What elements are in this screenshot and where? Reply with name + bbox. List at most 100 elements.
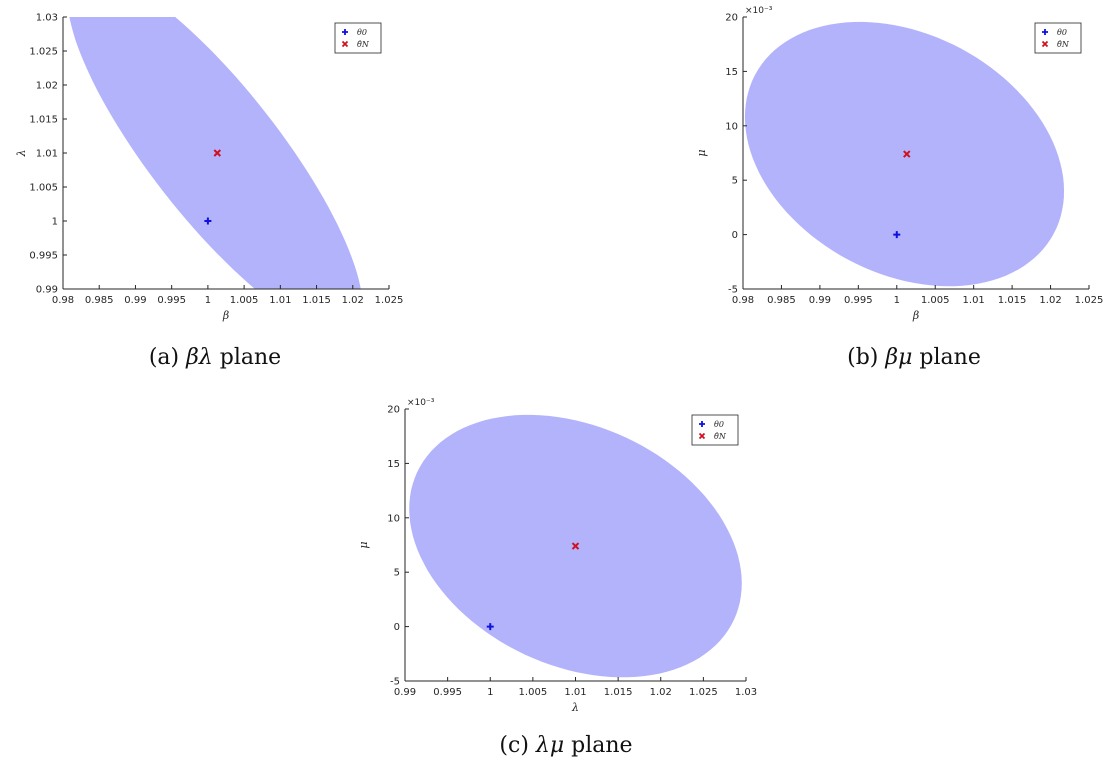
panel-c-x-tick-label: 1.03 bbox=[735, 687, 757, 698]
panel-c-x-axis-label: λ bbox=[571, 701, 579, 714]
panel-a-legend-label: θ0 bbox=[357, 28, 367, 37]
panel-c-caption: (c) λμ plane bbox=[499, 733, 632, 758]
panel-b-caption-label: (b) bbox=[847, 345, 885, 370]
panel-b-x-tick-label: 1.01 bbox=[963, 295, 985, 306]
panel-c-y-tick-label: 20 bbox=[387, 405, 400, 416]
panel-c-y-tick-label: 15 bbox=[387, 459, 400, 470]
panel-b-x-tick-label: 0.99 bbox=[809, 295, 831, 306]
panel-a-y-tick-label: 0.99 bbox=[36, 285, 58, 296]
panel-b-legend-box bbox=[1034, 22, 1082, 54]
panel-a-x-tick-label: 0.99 bbox=[124, 295, 146, 306]
panel-c-x-tick-label: 1.025 bbox=[689, 687, 718, 698]
panel-c-legend-label: θ0 bbox=[714, 420, 724, 429]
panel-a-x-tick-label: 1.02 bbox=[342, 295, 364, 306]
panel-a-x-tick-label: 0.995 bbox=[157, 295, 186, 306]
panel-b-x-tick-label: 1.02 bbox=[1039, 295, 1061, 306]
panel-b-y-tick-label: 0 bbox=[732, 230, 738, 241]
panel-a-x-tick-label: 1.025 bbox=[375, 295, 404, 306]
panel-a-x-tick-label: 1.005 bbox=[230, 295, 259, 306]
panel-a-x-tick-label: 1.015 bbox=[302, 295, 331, 306]
panel-a-caption: (a) βλ plane bbox=[149, 345, 281, 370]
panel-b: 0.98 0.985 0.99 0.995 1 1.005 1.01 1.015 1.02 1.0… bbox=[695, 6, 1103, 370]
panel-a-y-tick-label: 1.015 bbox=[29, 115, 58, 126]
panel-c-legend-marker bbox=[699, 421, 705, 427]
panel-a-legend: θ0 θ̂N bbox=[334, 22, 382, 54]
panel-b-legend-label: θ0 bbox=[1057, 28, 1067, 37]
panel-c-x-tick-label: 1 bbox=[487, 687, 493, 698]
panel-c-y-tick-label: 10 bbox=[387, 513, 400, 524]
panel-a: 0.98 0.985 0.99 0.995 1 1.005 1.01 1.015 1.02 1.0… bbox=[15, 13, 404, 371]
panel-b-x-tick-label: 0.985 bbox=[767, 295, 796, 306]
panel-a-legend-marker bbox=[341, 40, 349, 48]
panel-b-y-tick-label: 5 bbox=[732, 176, 738, 187]
panel-c-x-tick-label: 0.995 bbox=[433, 687, 462, 698]
panel-b-y-tick-label: 15 bbox=[725, 67, 738, 78]
panel-b-marker-thetaN bbox=[903, 150, 911, 158]
panel-a-y-tick-label: 1.02 bbox=[36, 81, 58, 92]
panel-c-legend-box bbox=[691, 414, 739, 446]
panel-b-x-tick-label: 1 bbox=[894, 295, 900, 306]
panel-b-x-tick-label: 1.015 bbox=[998, 295, 1027, 306]
panel-c-x-tick-label: 1.015 bbox=[604, 687, 633, 698]
panel-a-x-axis-label: β bbox=[222, 309, 229, 322]
panel-a-y-tick-label: 1.01 bbox=[36, 149, 58, 160]
panel-a-legend-box bbox=[334, 22, 382, 54]
panel-a-y-tick-label: 1 bbox=[52, 217, 58, 228]
panel-c-x-tick-label: 1.02 bbox=[650, 687, 672, 698]
panel-a-confidence-region bbox=[69, 17, 361, 289]
panel-a-x-tick-label: 1.01 bbox=[269, 295, 291, 306]
panel-c-legend-label: θ̂N bbox=[714, 432, 727, 441]
panel-c-legend: θ0 θ̂N bbox=[691, 414, 739, 446]
panel-c-marker-theta0 bbox=[486, 623, 494, 631]
panel-b-x-tick-label: 1.025 bbox=[1075, 295, 1104, 306]
panel-b-legend-label: θ̂N bbox=[1057, 40, 1070, 49]
panel-b-y-tick-label: 10 bbox=[725, 121, 738, 132]
panel-c-x-tick-label: 1.005 bbox=[519, 687, 548, 698]
panel-a-y-tick-label: 0.995 bbox=[29, 251, 58, 262]
panel-a-marker-thetaN bbox=[213, 149, 222, 157]
panel-b-y-axis-label: μ bbox=[695, 149, 708, 156]
panel-c-y-axis-label: μ bbox=[357, 541, 370, 548]
panel-a-y-tick-label: 1.03 bbox=[36, 13, 58, 24]
panel-a-caption-text: plane bbox=[213, 345, 281, 370]
panel-b-x-tick-label: 0.98 bbox=[732, 295, 754, 306]
panel-b-confidence-region bbox=[744, 21, 1064, 287]
panel-a-x-tick-label: 0.98 bbox=[52, 295, 74, 306]
panel-b-legend-marker bbox=[1042, 29, 1048, 35]
panel-c-caption-math: λμ bbox=[535, 733, 564, 758]
panel-b-y-exponent: ×10⁻³ bbox=[745, 6, 773, 16]
panel-c-caption-text: plane bbox=[564, 733, 632, 758]
panel-b-y-tick-label: -5 bbox=[728, 285, 738, 296]
panel-b-legend: θ0 θ̂N bbox=[1034, 22, 1082, 54]
panel-c-x-tick-label: 0.99 bbox=[394, 687, 416, 698]
panel-a-x-tick-label: 0.985 bbox=[85, 295, 114, 306]
panel-a-y-tick-label: 1.005 bbox=[29, 183, 58, 194]
panel-a-legend-label: θ̂N bbox=[357, 40, 370, 49]
panel-a-caption-label: (a) bbox=[149, 345, 186, 370]
panel-a-x-tick-label: 1 bbox=[205, 295, 211, 306]
panel-c-marker-thetaN bbox=[571, 542, 580, 550]
panel-c-caption-label: (c) bbox=[499, 733, 535, 758]
panel-a-caption-math: βλ bbox=[185, 345, 213, 370]
panel-c-y-tick-label: 5 bbox=[394, 568, 400, 579]
panel-b-caption-math: βμ bbox=[884, 345, 912, 370]
panel-c-y-tick-label: 0 bbox=[394, 622, 400, 633]
panel-b-x-axis-label: β bbox=[912, 309, 919, 322]
panel-b-x-tick-label: 0.995 bbox=[844, 295, 873, 306]
panel-a-legend-marker bbox=[342, 29, 348, 35]
panel-c-x-tick-label: 1.01 bbox=[564, 687, 586, 698]
panel-b-x-tick-label: 1.005 bbox=[921, 295, 950, 306]
panel-b-y-tick-label: 20 bbox=[725, 13, 738, 24]
panel-b-legend-marker bbox=[1041, 40, 1049, 48]
panel-a-y-axis-label: λ bbox=[15, 150, 28, 158]
panel-b-marker-theta0 bbox=[893, 231, 901, 239]
panel-a-y-tick-label: 1.025 bbox=[29, 47, 58, 58]
panel-a-marker-theta0 bbox=[204, 217, 212, 225]
panel-c-y-exponent: ×10⁻³ bbox=[407, 398, 435, 408]
panel-b-caption-text: plane bbox=[912, 345, 980, 370]
panel-b-caption: (b) βμ plane bbox=[847, 345, 981, 370]
panel-c-y-tick-label: -5 bbox=[390, 677, 400, 688]
panel-c: 0.99 0.995 1 1.005 1.01 1.015 1.02 1.025 1.03 -5 0… bbox=[357, 398, 757, 758]
panel-c-legend-marker bbox=[698, 432, 706, 440]
